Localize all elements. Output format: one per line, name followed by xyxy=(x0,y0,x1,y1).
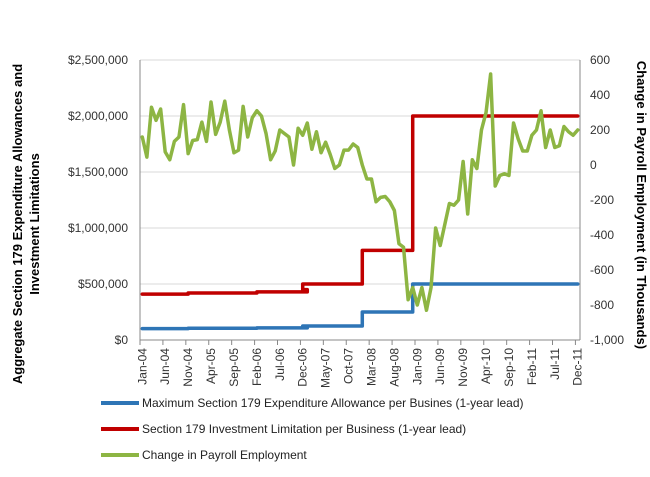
left-axis-tick-label: $1,500,000 xyxy=(68,165,128,179)
x-axis-tick-label: Jun-04 xyxy=(158,348,172,385)
x-axis-tick-label: Mar-08 xyxy=(364,348,378,386)
x-axis-tick-label: Oct-07 xyxy=(342,348,356,384)
right-axis-tick-label: -800 xyxy=(590,298,614,312)
x-axis-tick-label: Feb-11 xyxy=(525,348,539,385)
left-axis-tick-label: $2,000,000 xyxy=(68,109,128,123)
left-axis-tick-label: $2,500,000 xyxy=(68,53,128,67)
series-line-1 xyxy=(140,114,580,296)
x-axis-tick-label: Jan-04 xyxy=(135,348,149,385)
series-line-0 xyxy=(140,282,580,331)
right-axis-tick-label: 400 xyxy=(590,88,610,102)
left-axis-tick-label: $1,000,000 xyxy=(68,221,128,235)
x-axis-tick-label: Dec-11 xyxy=(571,348,585,386)
x-axis-tick-label: Sep-10 xyxy=(502,348,516,387)
right-axis-tick-label: 200 xyxy=(590,123,610,137)
x-axis-tick-label: Jul-11 xyxy=(548,348,562,380)
left-axis-tick-label: $0 xyxy=(115,333,129,347)
left-axis-title-line: Aggregate Section 179 Expenditure Allowa… xyxy=(10,64,25,384)
x-axis-tick-label: Nov-09 xyxy=(456,348,470,387)
x-axis-tick-label: Sep-05 xyxy=(227,348,241,387)
right-axis-tick-label: -200 xyxy=(590,193,614,207)
left-axis-title-line: Investment Limitations xyxy=(27,153,42,295)
right-axis-tick-label: 0 xyxy=(590,158,597,172)
legend-label-1: Section 179 Investment Limitation per Bu… xyxy=(142,422,466,436)
x-axis-tick-label: Jan-09 xyxy=(410,348,424,385)
x-axis-tick-label: Dec-06 xyxy=(296,348,310,387)
x-axis-tick-label: Nov-04 xyxy=(181,348,195,387)
right-axis-title: Change in Payroll Employment (in Thousan… xyxy=(634,61,649,349)
x-axis-tick-label: Aug-08 xyxy=(387,348,401,387)
left-axis-tick-label: $500,000 xyxy=(78,277,128,291)
x-axis-tick-label: Jun-09 xyxy=(433,348,447,385)
right-axis-tick-label: 600 xyxy=(590,53,610,67)
right-axis-tick-label: -400 xyxy=(590,228,614,242)
right-axis-tick-label: -1,000 xyxy=(590,333,624,347)
legend-label-2: Change in Payroll Employment xyxy=(142,448,307,462)
left-axis-title: Aggregate Section 179 Expenditure Allowa… xyxy=(10,64,42,384)
x-axis-tick-label: May-07 xyxy=(319,348,333,388)
legend-label-0: Maximum Section 179 Expenditure Allowanc… xyxy=(142,396,524,410)
series-line-2 xyxy=(140,72,580,312)
x-axis-tick-label: Apr-05 xyxy=(204,348,218,384)
right-axis-tick-label: -600 xyxy=(590,263,614,277)
x-axis-tick-label: Apr-10 xyxy=(479,348,493,384)
x-axis-tick-label: Jul-06 xyxy=(273,348,287,381)
x-axis-tick-label: Feb-06 xyxy=(250,348,264,386)
